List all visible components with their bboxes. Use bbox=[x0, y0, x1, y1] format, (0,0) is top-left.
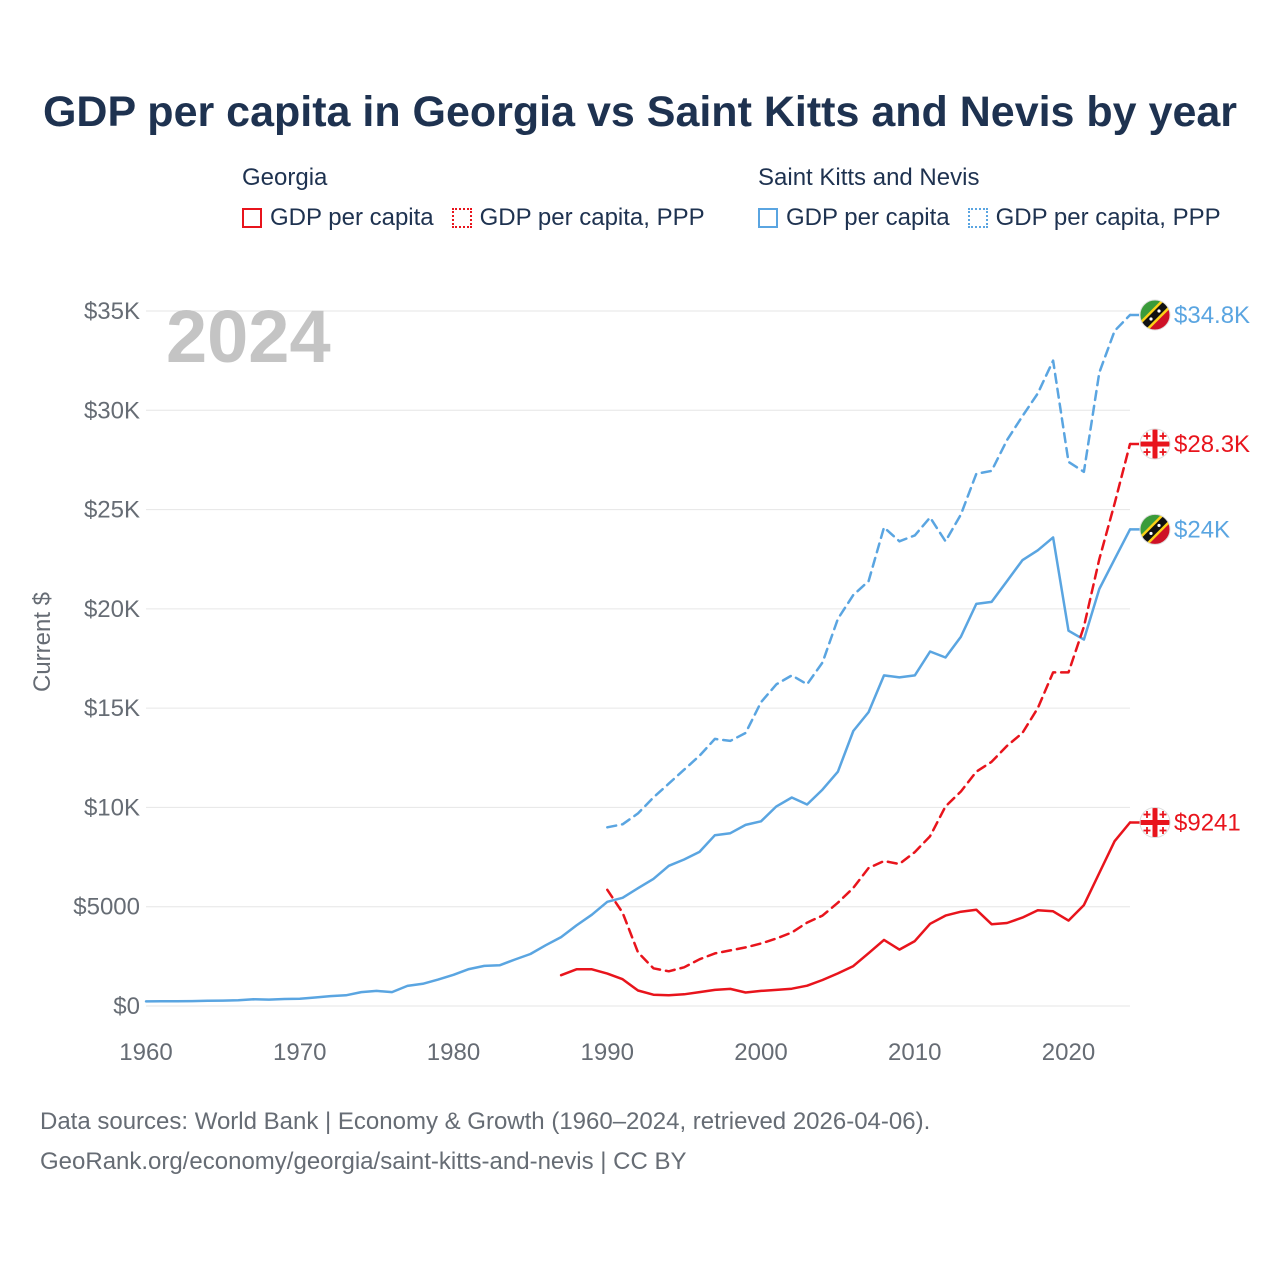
series-line-saint-kitts-and-nevis[interactable] bbox=[144, 528, 1132, 1003]
y-tick-label: $15K bbox=[84, 695, 140, 722]
x-tick-label: 1970 bbox=[273, 1039, 326, 1066]
flag-saint-kitts-and-nevis-icon bbox=[1139, 299, 1171, 331]
legend-item-skn-gdp-ppp[interactable]: GDP per capita, PPP bbox=[967, 204, 1221, 232]
series-line-saint-kitts-and-nevis-ppp[interactable] bbox=[606, 313, 1132, 829]
chart-title: GDP per capita in Georgia vs Saint Kitts… bbox=[42, 88, 1238, 136]
legend-label: GDP per capita bbox=[786, 204, 950, 231]
legend-item-georgia-gdp-ppp[interactable]: GDP per capita, PPP bbox=[451, 204, 705, 232]
legend-swatch-solid-blue bbox=[758, 208, 778, 228]
legend-swatch-solid-red bbox=[242, 208, 262, 228]
x-tick-label: 2010 bbox=[888, 1039, 941, 1066]
y-axis-ticks: $0 $5000 $10K $15K $20K $25K $30K $35K bbox=[73, 298, 140, 1020]
legend-country-georgia: Georgia bbox=[242, 164, 328, 191]
legend-group-skn: Saint Kitts and Nevis GDP per capita GDP… bbox=[758, 162, 1221, 232]
footer-url[interactable]: GeoRank.org/economy/georgia/saint-kitts-… bbox=[40, 1148, 687, 1175]
footer-sources: Data sources: World Bank | Economy & Gro… bbox=[40, 1108, 931, 1135]
legend-country-skn: Saint Kitts and Nevis bbox=[758, 164, 980, 191]
y-tick-label: $0 bbox=[113, 993, 140, 1020]
legend-swatch-dotted-red bbox=[451, 208, 472, 228]
x-tick-label: 1990 bbox=[581, 1039, 634, 1066]
flag-georgia-icon bbox=[1139, 807, 1171, 839]
legend-group-georgia: Georgia GDP per capita GDP per capita, P… bbox=[242, 162, 705, 232]
end-labels: $34.8K $24K $28.3K $9241 bbox=[1130, 299, 1250, 839]
y-axis-label: Current $ bbox=[29, 592, 56, 692]
flag-georgia-icon bbox=[1139, 428, 1171, 460]
legend-swatch-dotted-blue bbox=[967, 208, 988, 228]
x-tick-label: 2020 bbox=[1042, 1039, 1095, 1066]
y-tick-label: $25K bbox=[84, 497, 140, 524]
series-end-label: $24K bbox=[1174, 516, 1230, 543]
legend-item-georgia-gdp[interactable]: GDP per capita bbox=[242, 204, 434, 232]
y-tick-label: $20K bbox=[84, 596, 140, 623]
flag-saint-kitts-and-nevis-icon bbox=[1139, 513, 1171, 545]
year-watermark: 2024 bbox=[166, 295, 331, 378]
series-end-label: $28.3K bbox=[1174, 431, 1250, 458]
x-tick-label: 1960 bbox=[119, 1039, 172, 1066]
y-tick-label: $5000 bbox=[73, 894, 140, 921]
legend-label: GDP per capita bbox=[270, 204, 434, 231]
series-end-label: $9241 bbox=[1174, 810, 1241, 837]
legend-label: GDP per capita, PPP bbox=[995, 204, 1221, 231]
x-axis-ticks: 1960 1970 1980 1990 2000 2010 2020 bbox=[119, 1039, 1095, 1066]
x-tick-label: 1980 bbox=[427, 1039, 480, 1066]
y-tick-label: $30K bbox=[84, 397, 140, 424]
gridlines bbox=[146, 310, 1130, 1007]
y-tick-label: $10K bbox=[84, 794, 140, 821]
series-line-georgia-ppp[interactable] bbox=[606, 442, 1132, 973]
series-line-georgia[interactable] bbox=[559, 821, 1132, 997]
legend-label: GDP per capita, PPP bbox=[479, 204, 705, 231]
series-lines bbox=[144, 313, 1132, 1003]
y-tick-label: $35K bbox=[84, 298, 140, 325]
x-tick-label: 2000 bbox=[734, 1039, 787, 1066]
series-end-label: $34.8K bbox=[1174, 302, 1250, 329]
legend-item-skn-gdp[interactable]: GDP per capita bbox=[758, 204, 950, 232]
